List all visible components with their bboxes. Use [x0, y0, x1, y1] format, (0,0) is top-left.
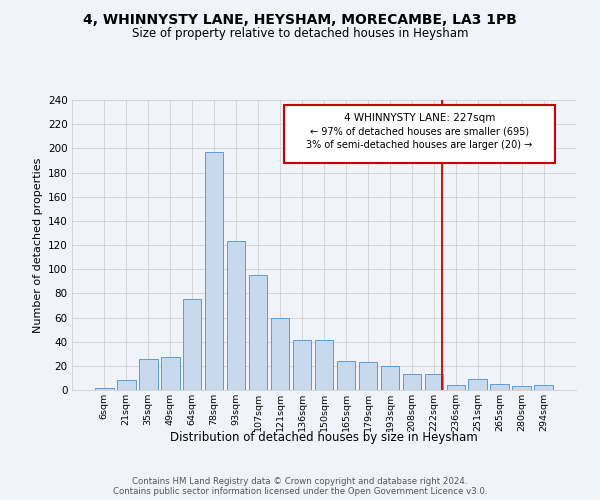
Text: Size of property relative to detached houses in Heysham: Size of property relative to detached ho…	[132, 28, 468, 40]
Bar	[380, 366, 399, 390]
Text: Contains public sector information licensed under the Open Government Licence v3: Contains public sector information licen…	[113, 486, 487, 496]
Bar	[469, 379, 487, 390]
Text: 3% of semi-detached houses are larger (20) →: 3% of semi-detached houses are larger (2…	[307, 140, 533, 150]
Bar	[139, 358, 158, 390]
Bar	[403, 374, 421, 390]
Bar	[337, 361, 355, 390]
Text: Contains HM Land Registry data © Crown copyright and database right 2024.: Contains HM Land Registry data © Crown c…	[132, 476, 468, 486]
Bar	[359, 362, 377, 390]
Bar	[314, 340, 334, 390]
Text: 4 WHINNYSTY LANE: 227sqm: 4 WHINNYSTY LANE: 227sqm	[344, 114, 495, 124]
Y-axis label: Number of detached properties: Number of detached properties	[32, 158, 43, 332]
Text: ← 97% of detached houses are smaller (695): ← 97% of detached houses are smaller (69…	[310, 126, 529, 136]
Bar	[271, 318, 289, 390]
Bar	[227, 242, 245, 390]
Bar	[446, 385, 465, 390]
Bar	[183, 300, 202, 390]
Text: 4, WHINNYSTY LANE, HEYSHAM, MORECAMBE, LA3 1PB: 4, WHINNYSTY LANE, HEYSHAM, MORECAMBE, L…	[83, 12, 517, 26]
Bar	[161, 358, 179, 390]
Bar	[425, 374, 443, 390]
FancyBboxPatch shape	[284, 105, 555, 163]
Bar	[205, 152, 223, 390]
Bar	[512, 386, 531, 390]
Bar	[249, 275, 268, 390]
Bar	[490, 384, 509, 390]
Bar	[535, 385, 553, 390]
Bar	[95, 388, 113, 390]
Text: Distribution of detached houses by size in Heysham: Distribution of detached houses by size …	[170, 431, 478, 444]
Bar	[117, 380, 136, 390]
Bar	[293, 340, 311, 390]
